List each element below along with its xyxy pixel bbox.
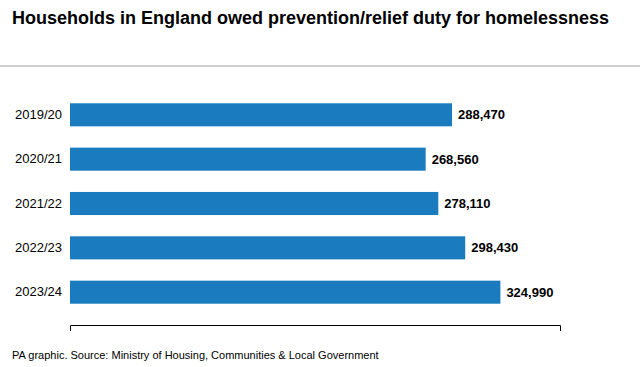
- y-tick: 2019/20: [15, 107, 70, 122]
- x-axis: [71, 326, 561, 332]
- data-label: 324,990: [506, 285, 553, 300]
- y-tick-label: 2022/23: [15, 240, 62, 255]
- y-tick-label: 2023/24: [15, 284, 62, 299]
- y-axis: 2019/20 2020/21 2021/22 2022/23 2023/24: [15, 107, 70, 299]
- bar: [70, 148, 426, 171]
- caption: PA graphic. Source: Ministry of Housing,…: [12, 349, 379, 361]
- y-tick-label: 2019/20: [15, 107, 62, 122]
- data-label: 268,560: [432, 152, 479, 167]
- data-label: 288,470: [458, 107, 505, 122]
- y-tick-label: 2021/22: [15, 196, 62, 211]
- bar: [70, 281, 500, 304]
- bar: [70, 192, 438, 215]
- y-tick: 2022/23: [15, 240, 70, 255]
- separator: [0, 66, 640, 67]
- y-tick: 2023/24: [15, 284, 70, 299]
- y-tick: 2020/21: [15, 151, 70, 166]
- data-label: 278,110: [444, 196, 490, 211]
- data-label: 298,430: [471, 240, 518, 255]
- chart: Households in England owed prevention/re…: [0, 0, 640, 367]
- y-tick-label: 2020/21: [15, 151, 62, 166]
- bars: [70, 103, 500, 303]
- bar: [70, 103, 452, 126]
- bar: [70, 236, 465, 259]
- y-tick: 2021/22: [15, 196, 70, 211]
- title: Households in England owed prevention/re…: [12, 8, 609, 28]
- x-axis-line: [71, 326, 561, 332]
- data-labels: 288,470 268,560 278,110 298,430 324,990: [432, 107, 554, 299]
- plot: 2019/20 2020/21 2021/22 2022/23 2023/24 288,4…: [15, 103, 561, 331]
